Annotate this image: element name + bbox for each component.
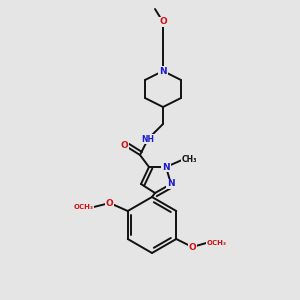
Text: O: O [188,242,196,251]
Text: N: N [167,179,175,188]
Text: O: O [106,199,114,208]
Text: OCH₃: OCH₃ [74,204,94,210]
Text: CH₃: CH₃ [182,155,197,164]
Text: N: N [162,163,170,172]
Text: OCH₃: OCH₃ [206,240,226,246]
Text: O: O [120,140,128,149]
Text: N: N [159,67,167,76]
Text: O: O [159,17,167,26]
Text: NH: NH [142,134,154,143]
